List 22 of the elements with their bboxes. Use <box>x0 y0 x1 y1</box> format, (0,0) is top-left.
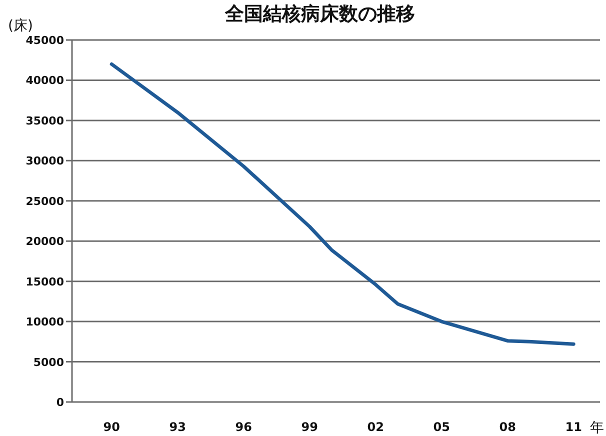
y-tick-label: 5000 <box>33 356 64 369</box>
x-tick-label: 08 <box>499 420 516 434</box>
x-tick-label: 11 <box>565 420 582 434</box>
x-tick-label: 90 <box>103 420 120 434</box>
y-tick-label: 30000 <box>26 154 64 168</box>
y-axis-title: (床) <box>8 18 33 34</box>
y-tick-label: 25000 <box>26 194 64 208</box>
y-tick-label: 10000 <box>26 316 64 329</box>
y-tick-label: 20000 <box>26 235 64 248</box>
y-tick-label: 40000 <box>26 74 64 88</box>
x-tick-label: 96 <box>235 420 252 434</box>
x-tick-label: 99 <box>301 420 318 434</box>
x-axis-title: 年 <box>590 420 604 436</box>
y-tick-label: 0 <box>56 396 64 409</box>
chart-title: 全国結核病床数の推移 <box>224 3 415 25</box>
x-tick-label: 93 <box>169 420 186 434</box>
y-tick-label: 15000 <box>26 275 64 288</box>
y-tick-label: 45000 <box>26 34 64 47</box>
line-series <box>110 62 576 346</box>
x-tick-label: 02 <box>367 420 384 434</box>
x-tick-label: 05 <box>433 420 450 434</box>
y-tick-label: 35000 <box>26 114 64 128</box>
